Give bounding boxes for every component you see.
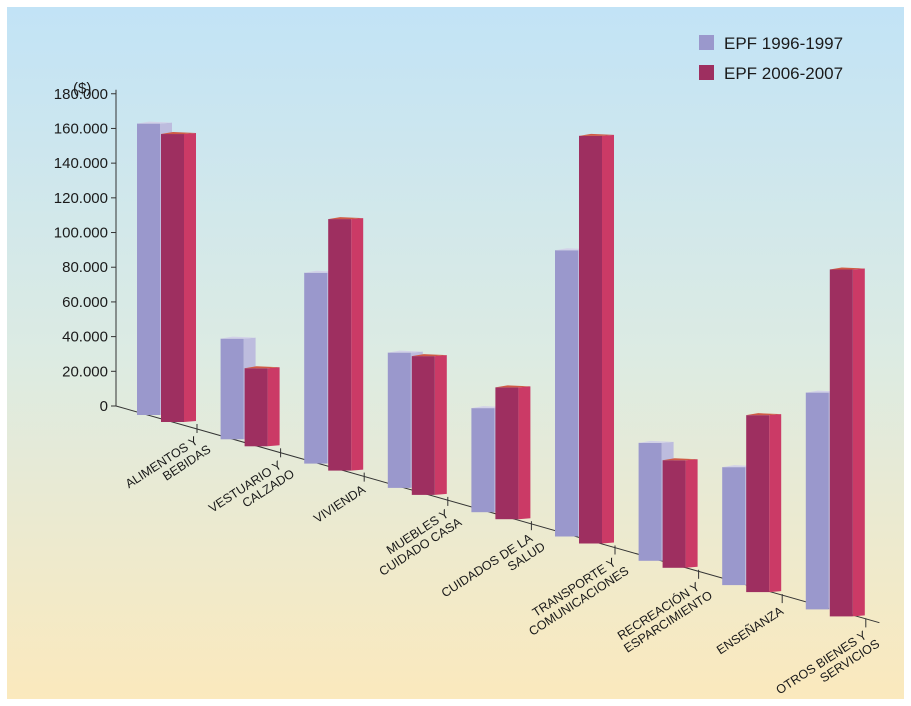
- bar-side: [267, 367, 280, 447]
- bar-front: [304, 272, 328, 464]
- bar-front: [746, 415, 770, 593]
- bar-series-2: [244, 366, 280, 447]
- bar-series-2: [161, 132, 196, 422]
- bar-front: [244, 368, 268, 447]
- bar-series-2: [829, 267, 865, 617]
- bar-front: [805, 392, 829, 610]
- legend-label: EPF 2006-2007: [724, 64, 843, 83]
- y-tick-label: 0: [100, 398, 108, 415]
- bar-top: [411, 354, 447, 357]
- bar-front: [829, 269, 853, 617]
- y-unit-label: ($): [73, 80, 91, 97]
- y-tick-label: 80.000: [62, 259, 108, 276]
- bar-side: [852, 268, 865, 617]
- bar-side: [351, 218, 364, 471]
- bar-series-2: [411, 354, 447, 495]
- legend-label: EPF 1996-1997: [724, 34, 843, 53]
- bar-side: [769, 414, 782, 593]
- bar-top: [244, 366, 280, 369]
- bar-side: [434, 355, 447, 495]
- bar-top: [746, 413, 782, 416]
- legend: EPF 1996-1997 EPF 2006-2007: [699, 34, 843, 83]
- bar-front: [495, 387, 519, 520]
- y-tick-label: 60.000: [62, 294, 108, 311]
- bar-top: [662, 458, 698, 461]
- y-tick-label: 20.000: [62, 363, 108, 380]
- bar-front: [638, 442, 662, 561]
- bar-top: [161, 132, 196, 135]
- bar-series-2: [495, 385, 531, 520]
- bar-side: [685, 459, 698, 568]
- bar-front: [387, 352, 411, 488]
- y-tick-label: 160.000: [54, 120, 108, 137]
- bar-front: [220, 338, 244, 440]
- bar-front: [471, 408, 495, 513]
- bar-top: [328, 217, 364, 220]
- chart-bars: [137, 121, 865, 617]
- bar-top: [387, 350, 423, 353]
- bar-top: [495, 385, 531, 388]
- bar-top: [137, 121, 172, 124]
- bar-front: [722, 467, 746, 586]
- bar-side: [602, 134, 614, 544]
- bar-side: [518, 386, 531, 520]
- bar-chart: 180.000 160.000 140.000 120.000 100.000 80.00…: [7, 7, 904, 699]
- bar-top: [579, 133, 614, 136]
- bar-front: [328, 219, 352, 471]
- bar-side: [184, 133, 196, 422]
- bar-front: [662, 460, 686, 568]
- y-tick-label: 140.000: [54, 155, 108, 172]
- bar-top: [638, 440, 674, 443]
- bar-top: [220, 336, 256, 339]
- y-tick-label: 180.000: [54, 86, 108, 103]
- bar-front: [137, 123, 160, 415]
- legend-swatch: [699, 35, 714, 50]
- chart-axes: 180.000 160.000 140.000 120.000 100.000 80.00…: [54, 80, 880, 628]
- y-tick-label: 40.000: [62, 329, 108, 346]
- bar-top: [829, 267, 865, 270]
- bar-series-2: [579, 133, 614, 544]
- bar-front: [411, 356, 435, 495]
- bar-series-2: [746, 413, 782, 593]
- legend-swatch: [699, 65, 714, 80]
- bar-front: [579, 135, 602, 544]
- bar-series-2: [328, 217, 364, 471]
- y-tick-label: 100.000: [54, 225, 108, 242]
- bar-front: [555, 250, 578, 537]
- y-tick-label: 120.000: [54, 190, 108, 207]
- chart-frame: 180.000 160.000 140.000 120.000 100.000 80.00…: [7, 7, 904, 699]
- bar-front: [161, 134, 184, 422]
- bar-series-2: [662, 458, 698, 568]
